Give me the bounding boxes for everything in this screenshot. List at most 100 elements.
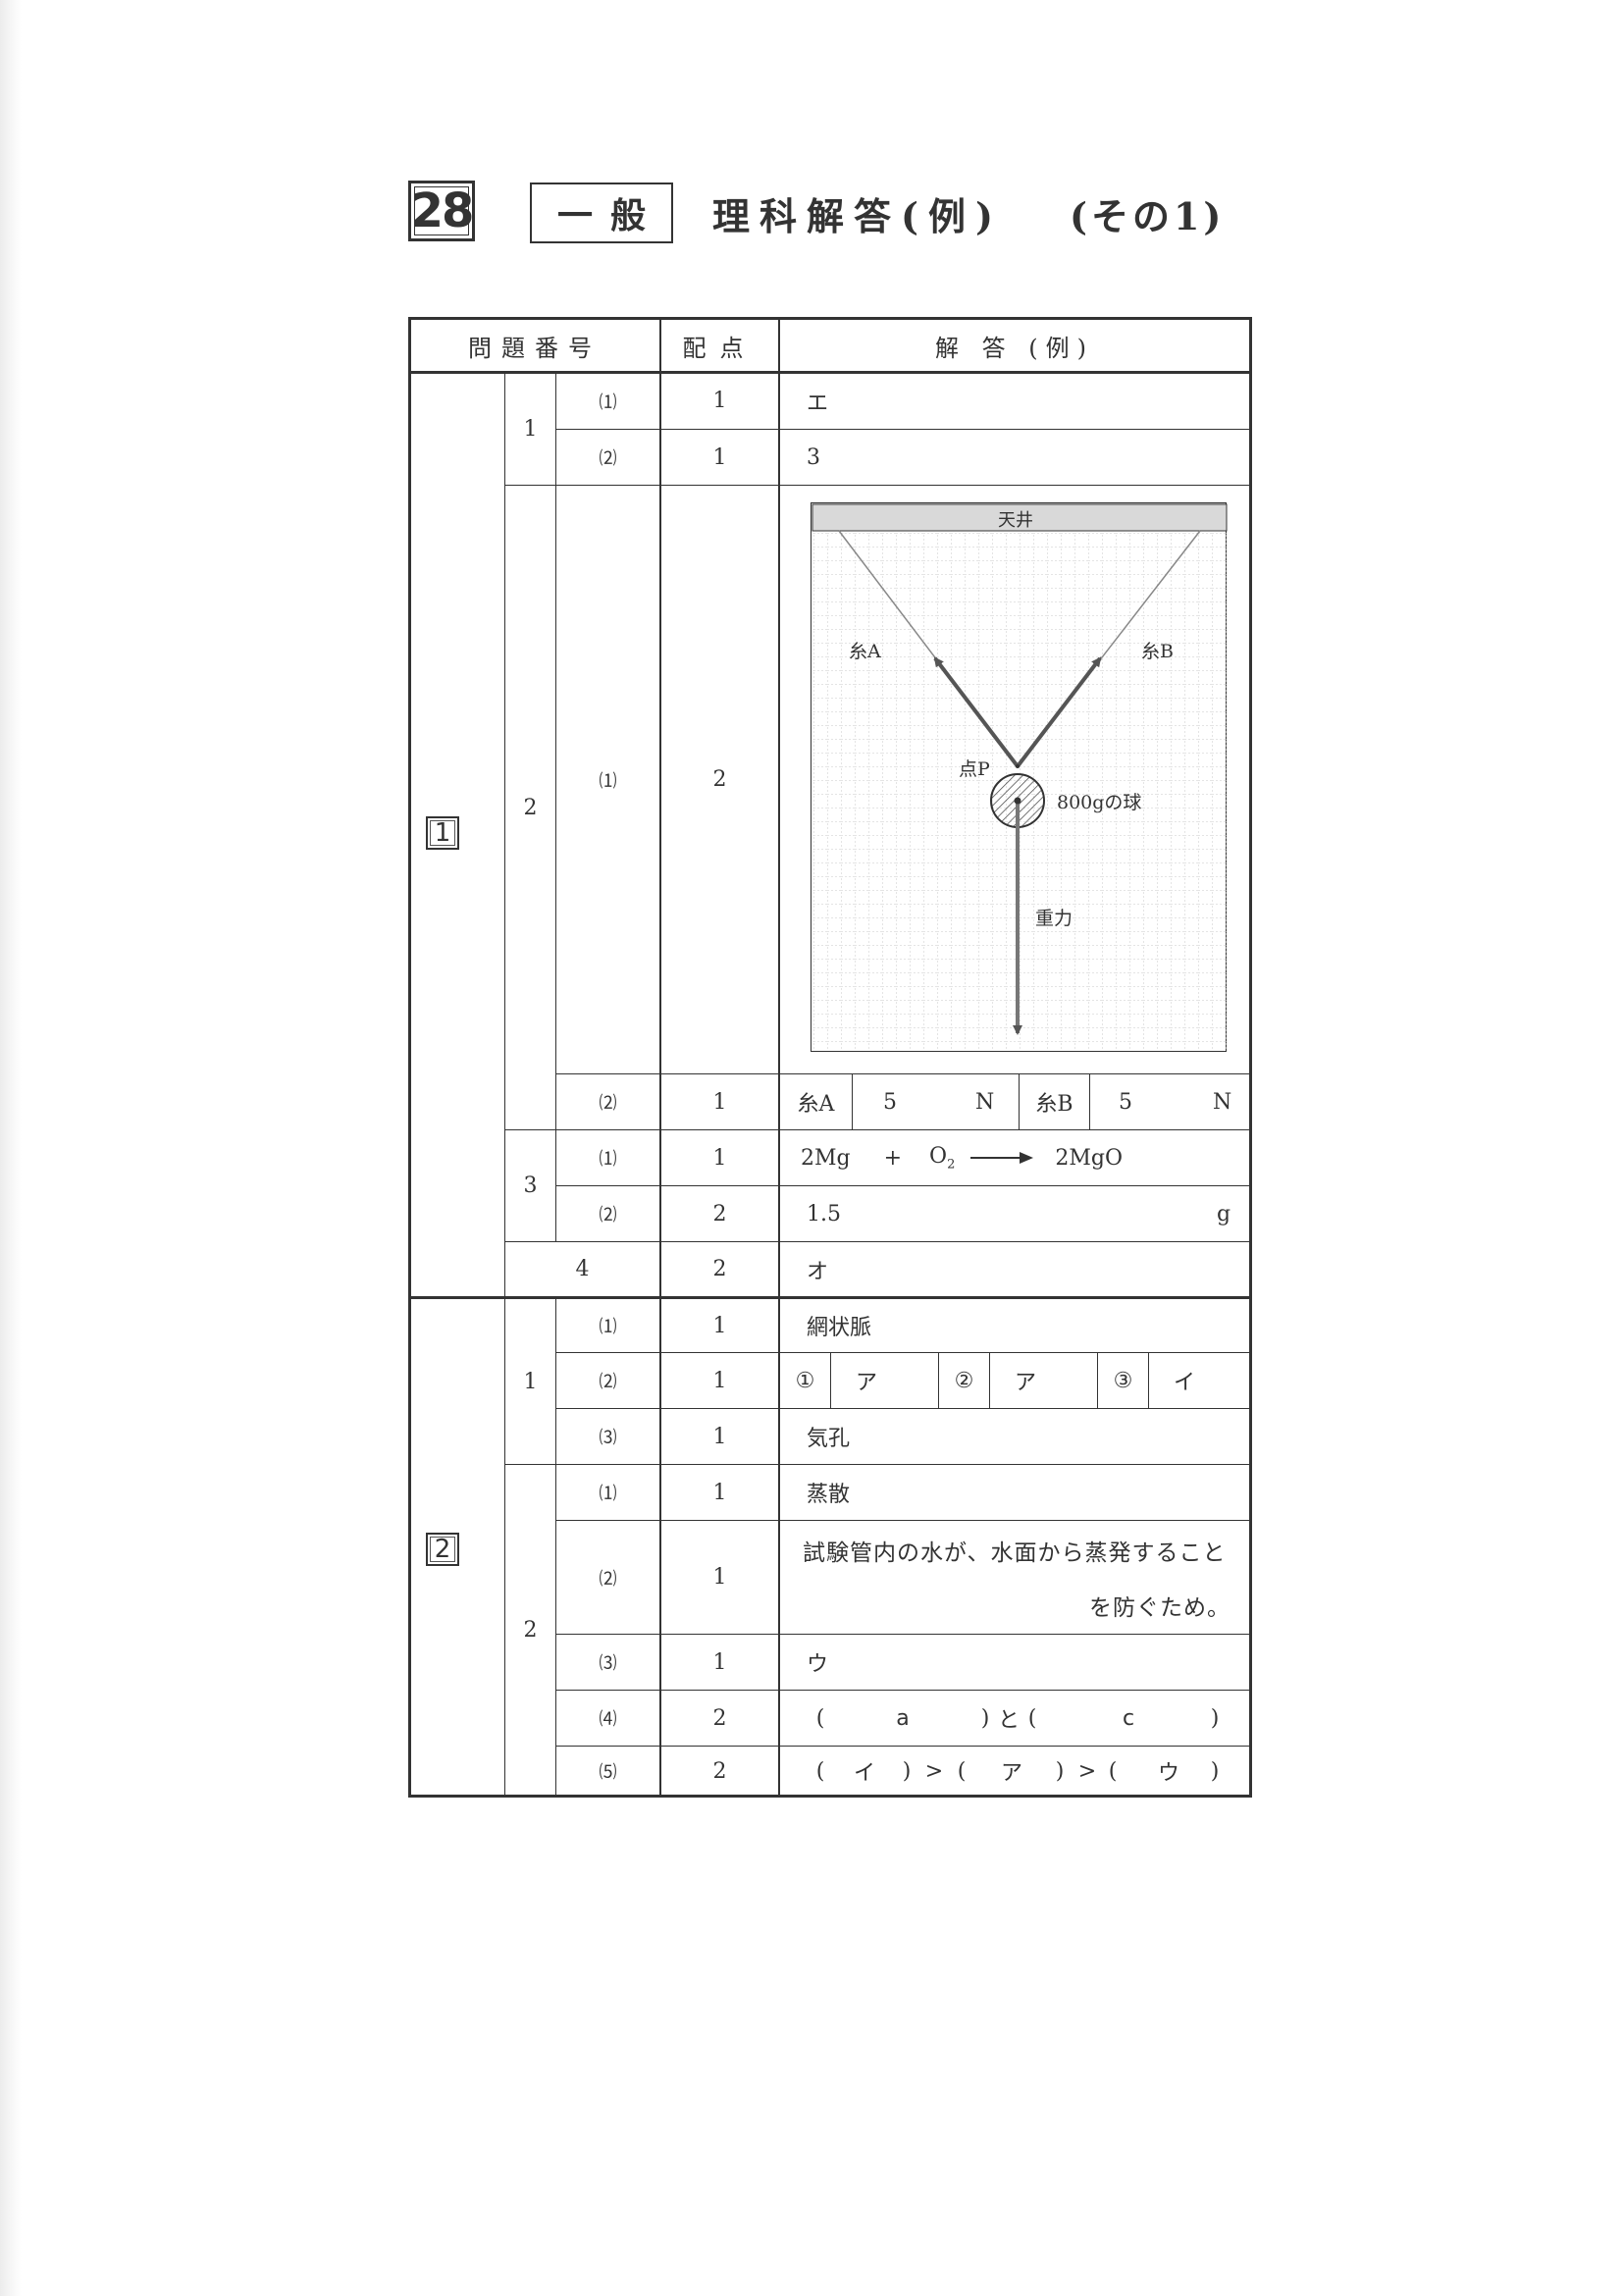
plus-sign: +: [883, 1145, 903, 1171]
answer-line-1: 試験管内の水が、水面から蒸発すること: [803, 1540, 1227, 1566]
category-box: 一般: [530, 183, 673, 243]
row-line: [504, 1464, 1252, 1465]
score-value: 1: [712, 1089, 727, 1115]
part-label: ⑴: [599, 391, 617, 413]
score-value: 2: [712, 1257, 727, 1281]
thread-b-unit: N: [1213, 1089, 1232, 1115]
scan-edge: [0, 0, 22, 2296]
score-value: 2: [712, 1758, 727, 1784]
arrow-thread-b: [1016, 656, 1102, 768]
rank-2: ア: [1000, 1761, 1022, 1786]
force-diagram: 天井 糸A 糸B 点P 800gの球 重力: [811, 502, 1228, 1052]
answer-text: オ: [807, 1259, 829, 1284]
score-value: 1: [712, 1565, 727, 1590]
paren-open: (: [1108, 1758, 1118, 1784]
reactant-o2: O2: [929, 1144, 955, 1172]
paren-close: ): [980, 1705, 990, 1731]
header-question-number: 問題番号: [468, 334, 602, 362]
product-mgo: 2MgO: [1055, 1145, 1124, 1171]
part-label: ⑷: [599, 1709, 617, 1730]
part-label: ⑴: [599, 770, 617, 792]
ceiling-bar: [812, 503, 1228, 532]
answer-text: エ: [807, 391, 829, 416]
question-1-3: 3: [523, 1174, 538, 1198]
paren-open: (: [815, 1705, 825, 1731]
row-line: [555, 1634, 1252, 1635]
arrow-thread-a: [933, 656, 1020, 768]
part-label: ⑶: [599, 1653, 617, 1674]
question-2-1: 1: [523, 1369, 538, 1394]
thread-b-answer-label: 糸B: [1035, 1092, 1073, 1117]
page-title: 理科解答(例): [712, 194, 1003, 238]
table-frame: [408, 317, 1252, 1798]
thread-a-answer-label: 糸A: [797, 1092, 835, 1117]
thread-a-value: 5: [883, 1089, 897, 1115]
paren-open: (: [1027, 1705, 1037, 1731]
part-label: ⑵: [599, 1568, 617, 1590]
part-label: ⑵: [599, 448, 617, 469]
thread-b-value: 5: [1119, 1089, 1132, 1115]
cell-divider: [1089, 1073, 1090, 1129]
reaction-arrow-icon: [970, 1152, 1034, 1164]
score-value: 1: [712, 1145, 727, 1171]
question-2-2: 2: [523, 1618, 538, 1643]
answer-1: ア: [856, 1371, 878, 1395]
rank-1: イ: [853, 1761, 875, 1786]
reaction-equation: 2Mg + O2 2MgO: [801, 1130, 1123, 1185]
answer-text: 気孔: [807, 1427, 851, 1451]
row-line: [555, 429, 1252, 430]
header-answer: 解 答 (例): [935, 334, 1094, 362]
question-1-1: 1: [523, 416, 538, 442]
cell-divider: [989, 1352, 990, 1408]
marker-1: ①: [795, 1368, 815, 1393]
score-value: 1: [712, 389, 727, 413]
score-value: 1: [712, 1480, 727, 1505]
score-value: 1: [712, 1313, 727, 1338]
part-label: ⑵: [599, 1205, 617, 1226]
cell-divider: [1148, 1352, 1149, 1408]
score-value: 2: [712, 767, 727, 792]
point-p-label: 点P: [959, 758, 990, 780]
answer-text: 網状脈: [807, 1316, 872, 1340]
score-value: 2: [712, 1705, 727, 1731]
row-line: [504, 1241, 1252, 1242]
header-divider: [408, 371, 1252, 374]
section-2-badge: 2: [426, 1533, 459, 1566]
part-label: ⑵: [599, 1093, 617, 1114]
marker-3: ③: [1113, 1368, 1133, 1393]
point-p-dot: [1016, 764, 1020, 768]
oxygen-subscript: 2: [947, 1157, 956, 1173]
rank-3: ウ: [1157, 1761, 1179, 1786]
answer-text: 蒸散: [807, 1483, 851, 1507]
answer-3: イ: [1174, 1371, 1196, 1395]
score-value: 1: [712, 1368, 727, 1393]
oxygen-symbol: O: [929, 1143, 948, 1169]
section-divider: [408, 1296, 1252, 1299]
score-value: 1: [712, 1424, 727, 1449]
row-line: [504, 1129, 1252, 1130]
answer-2: ア: [1015, 1371, 1037, 1395]
mass-value: 1.5: [807, 1201, 841, 1226]
gravity-label: 重力: [1035, 908, 1073, 929]
row-line: [555, 1073, 1252, 1074]
marker-2: ②: [954, 1368, 974, 1393]
greater-than: >: [1077, 1758, 1097, 1784]
section-1-badge: 1: [426, 816, 459, 850]
score-value: 1: [712, 1649, 727, 1675]
exam-number-box: 28: [408, 181, 475, 241]
and-word: と: [997, 1708, 1020, 1733]
reactant-mg: 2Mg: [801, 1145, 851, 1171]
answer-text: 3: [807, 444, 820, 470]
answer-y: c: [1122, 1705, 1135, 1731]
cell-divider: [852, 1073, 853, 1129]
row-line: [555, 1520, 1252, 1521]
answer-line-2: を防ぐため。: [1089, 1595, 1230, 1621]
row-line: [504, 485, 1252, 486]
col-line: [659, 317, 661, 1796]
ball-label: 800gの球: [1057, 792, 1142, 813]
answer-text: ウ: [807, 1652, 829, 1677]
thread-a-label: 糸A: [849, 641, 881, 662]
paren-close: ): [1210, 1758, 1220, 1784]
col-line: [504, 373, 505, 1297]
ball-center: [1014, 797, 1021, 805]
